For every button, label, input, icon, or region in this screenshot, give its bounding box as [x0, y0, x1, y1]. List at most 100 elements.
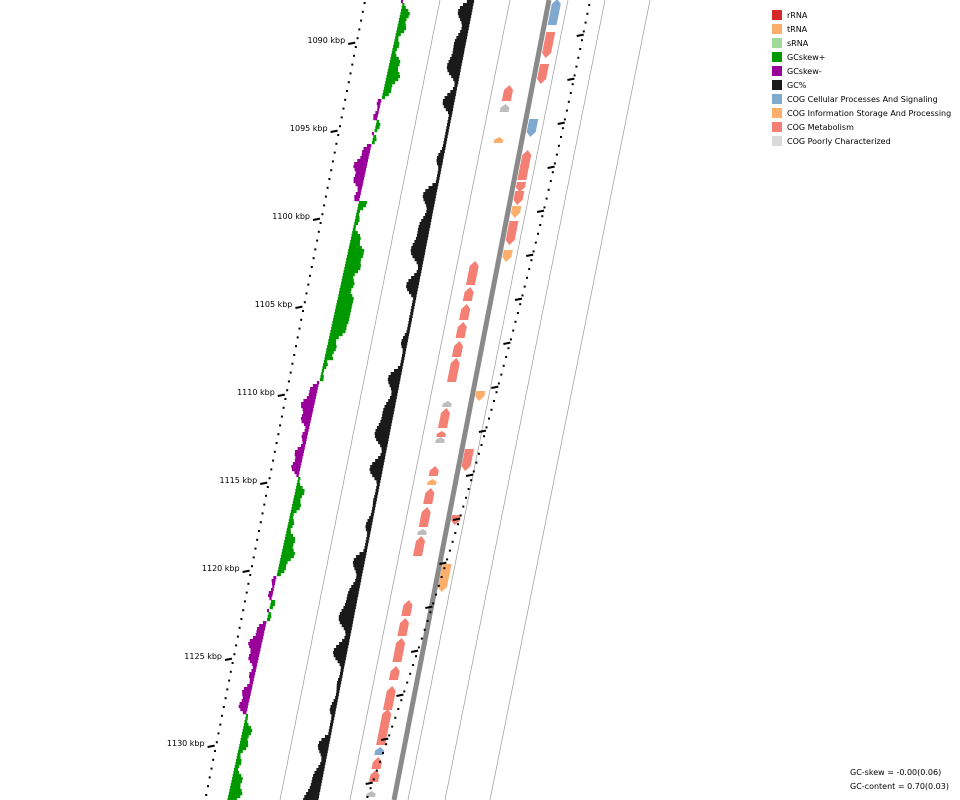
gc-content-bar — [422, 195, 436, 199]
minor-tick — [270, 468, 273, 471]
minor-tick — [210, 767, 213, 770]
minor-tick — [222, 706, 225, 708]
gc-skew-pos-bar — [277, 570, 285, 574]
gc-content-bar — [390, 387, 399, 391]
gc-skew-pos-bar — [290, 510, 297, 514]
outer-minor-tick — [443, 567, 446, 570]
gene-feature — [426, 479, 437, 485]
outer-major-tick — [567, 77, 575, 81]
outer-major-tick — [410, 649, 419, 653]
gene-feature — [438, 564, 452, 592]
gc-skew-neg-bar — [303, 411, 313, 415]
gc-skew-neg-bar — [312, 384, 319, 388]
gc-skew-pos-bar — [283, 543, 294, 547]
gc-content-bar — [442, 99, 455, 103]
gc-content-bar — [365, 540, 369, 544]
gc-content-bar — [304, 795, 319, 799]
gc-content-bar — [411, 276, 421, 280]
gc-skew-pos-bar — [267, 615, 272, 619]
minor-tick — [324, 195, 327, 198]
gc-skew-neg-bar — [301, 405, 314, 409]
gc-content-bar — [442, 147, 446, 151]
gc-content-bar — [328, 729, 332, 733]
gc-content-bar — [394, 369, 402, 373]
legend-item: tRNA — [772, 22, 951, 36]
gc-skew-neg-bar — [248, 657, 259, 661]
gc-content-bar — [448, 114, 452, 118]
gene-feature — [499, 104, 510, 112]
gc-content-bar — [407, 288, 418, 292]
gc-skew-pos-bar — [355, 216, 360, 220]
gc-skew-pos-bar — [293, 498, 301, 502]
gene-feature — [366, 791, 376, 797]
gc-content-bar — [375, 492, 379, 496]
gc-content-bar — [321, 738, 331, 742]
gc-skew-pos-bar — [329, 333, 343, 337]
gc-content-bar — [339, 675, 343, 679]
gc-skew-pos-bar — [327, 345, 337, 349]
gc-skew-neg-bar — [292, 468, 300, 472]
minor-tick — [291, 362, 294, 365]
minor-tick — [231, 662, 234, 664]
minor-tick — [205, 794, 208, 796]
gc-skew-neg-bar — [377, 99, 382, 103]
gc-content-bar — [336, 687, 340, 691]
outer-minor-tick — [437, 584, 440, 587]
gc-content-bar — [381, 447, 387, 451]
gc-content-bar — [412, 255, 425, 259]
minor-tick — [259, 521, 262, 524]
gene-feature — [459, 304, 471, 320]
gc-skew-pos-bar — [372, 141, 375, 145]
gc-content-bar — [417, 231, 429, 235]
gc-content-bar — [336, 690, 340, 694]
outer-minor-tick — [502, 364, 505, 367]
minor-tick — [349, 72, 352, 75]
minor-tick — [347, 81, 350, 84]
gene-feature — [397, 618, 409, 636]
gc-content-bar — [428, 186, 438, 190]
gc-skew-neg-bar — [294, 471, 300, 475]
gc-content-bar — [376, 483, 380, 487]
gc-skew-pos-bar — [230, 786, 241, 790]
gc-skew-neg-bar — [355, 171, 366, 175]
gc-content-bar — [400, 363, 404, 367]
gc-skew-pos-bar — [288, 519, 294, 523]
gene-feature — [451, 341, 463, 357]
outer-minor-tick — [483, 435, 485, 438]
outer-minor-tick — [382, 752, 384, 754]
gene-feature — [376, 709, 392, 745]
gc-content-bar — [463, 3, 474, 7]
legend-label: rRNA — [787, 10, 808, 20]
gc-skew-pos-bar — [341, 282, 355, 286]
gc-skew-pos-bar — [338, 294, 353, 298]
outer-minor-tick — [472, 470, 475, 473]
gc-content-bar — [415, 237, 428, 241]
gc-skew-neg-bar — [401, 0, 403, 4]
outer-minor-tick — [584, 21, 587, 24]
gc-content-bar — [310, 783, 322, 787]
gc-skew-pos-bar — [375, 126, 380, 130]
gc-skew-pos-bar — [239, 744, 249, 748]
minor-tick — [252, 556, 255, 559]
gc-content-bar — [353, 558, 366, 562]
gc-skew-pos-bar — [333, 315, 350, 319]
gc-skew-neg-bar — [247, 684, 253, 688]
gc-content-bar — [333, 648, 348, 652]
outer-minor-tick — [579, 48, 582, 50]
genome-backbone — [391, 0, 552, 800]
gc-skew-pos-bar — [343, 270, 359, 274]
minor-tick — [284, 398, 287, 400]
major-tick — [312, 217, 321, 221]
outer-minor-tick — [555, 153, 558, 156]
gc-content-bar — [364, 546, 368, 550]
gc-skew-pos-bar — [238, 747, 247, 751]
gc-skew-pos-bar — [267, 618, 271, 622]
gc-skew-neg-bar — [249, 660, 258, 664]
legend-label: COG Metabolism — [787, 122, 854, 132]
minor-tick — [221, 714, 223, 717]
outer-major-tick — [536, 209, 545, 213]
outer-minor-tick — [485, 426, 488, 429]
gc-content-bar — [411, 303, 415, 307]
legend-swatch — [772, 10, 782, 20]
legend-label: GC% — [787, 80, 807, 90]
